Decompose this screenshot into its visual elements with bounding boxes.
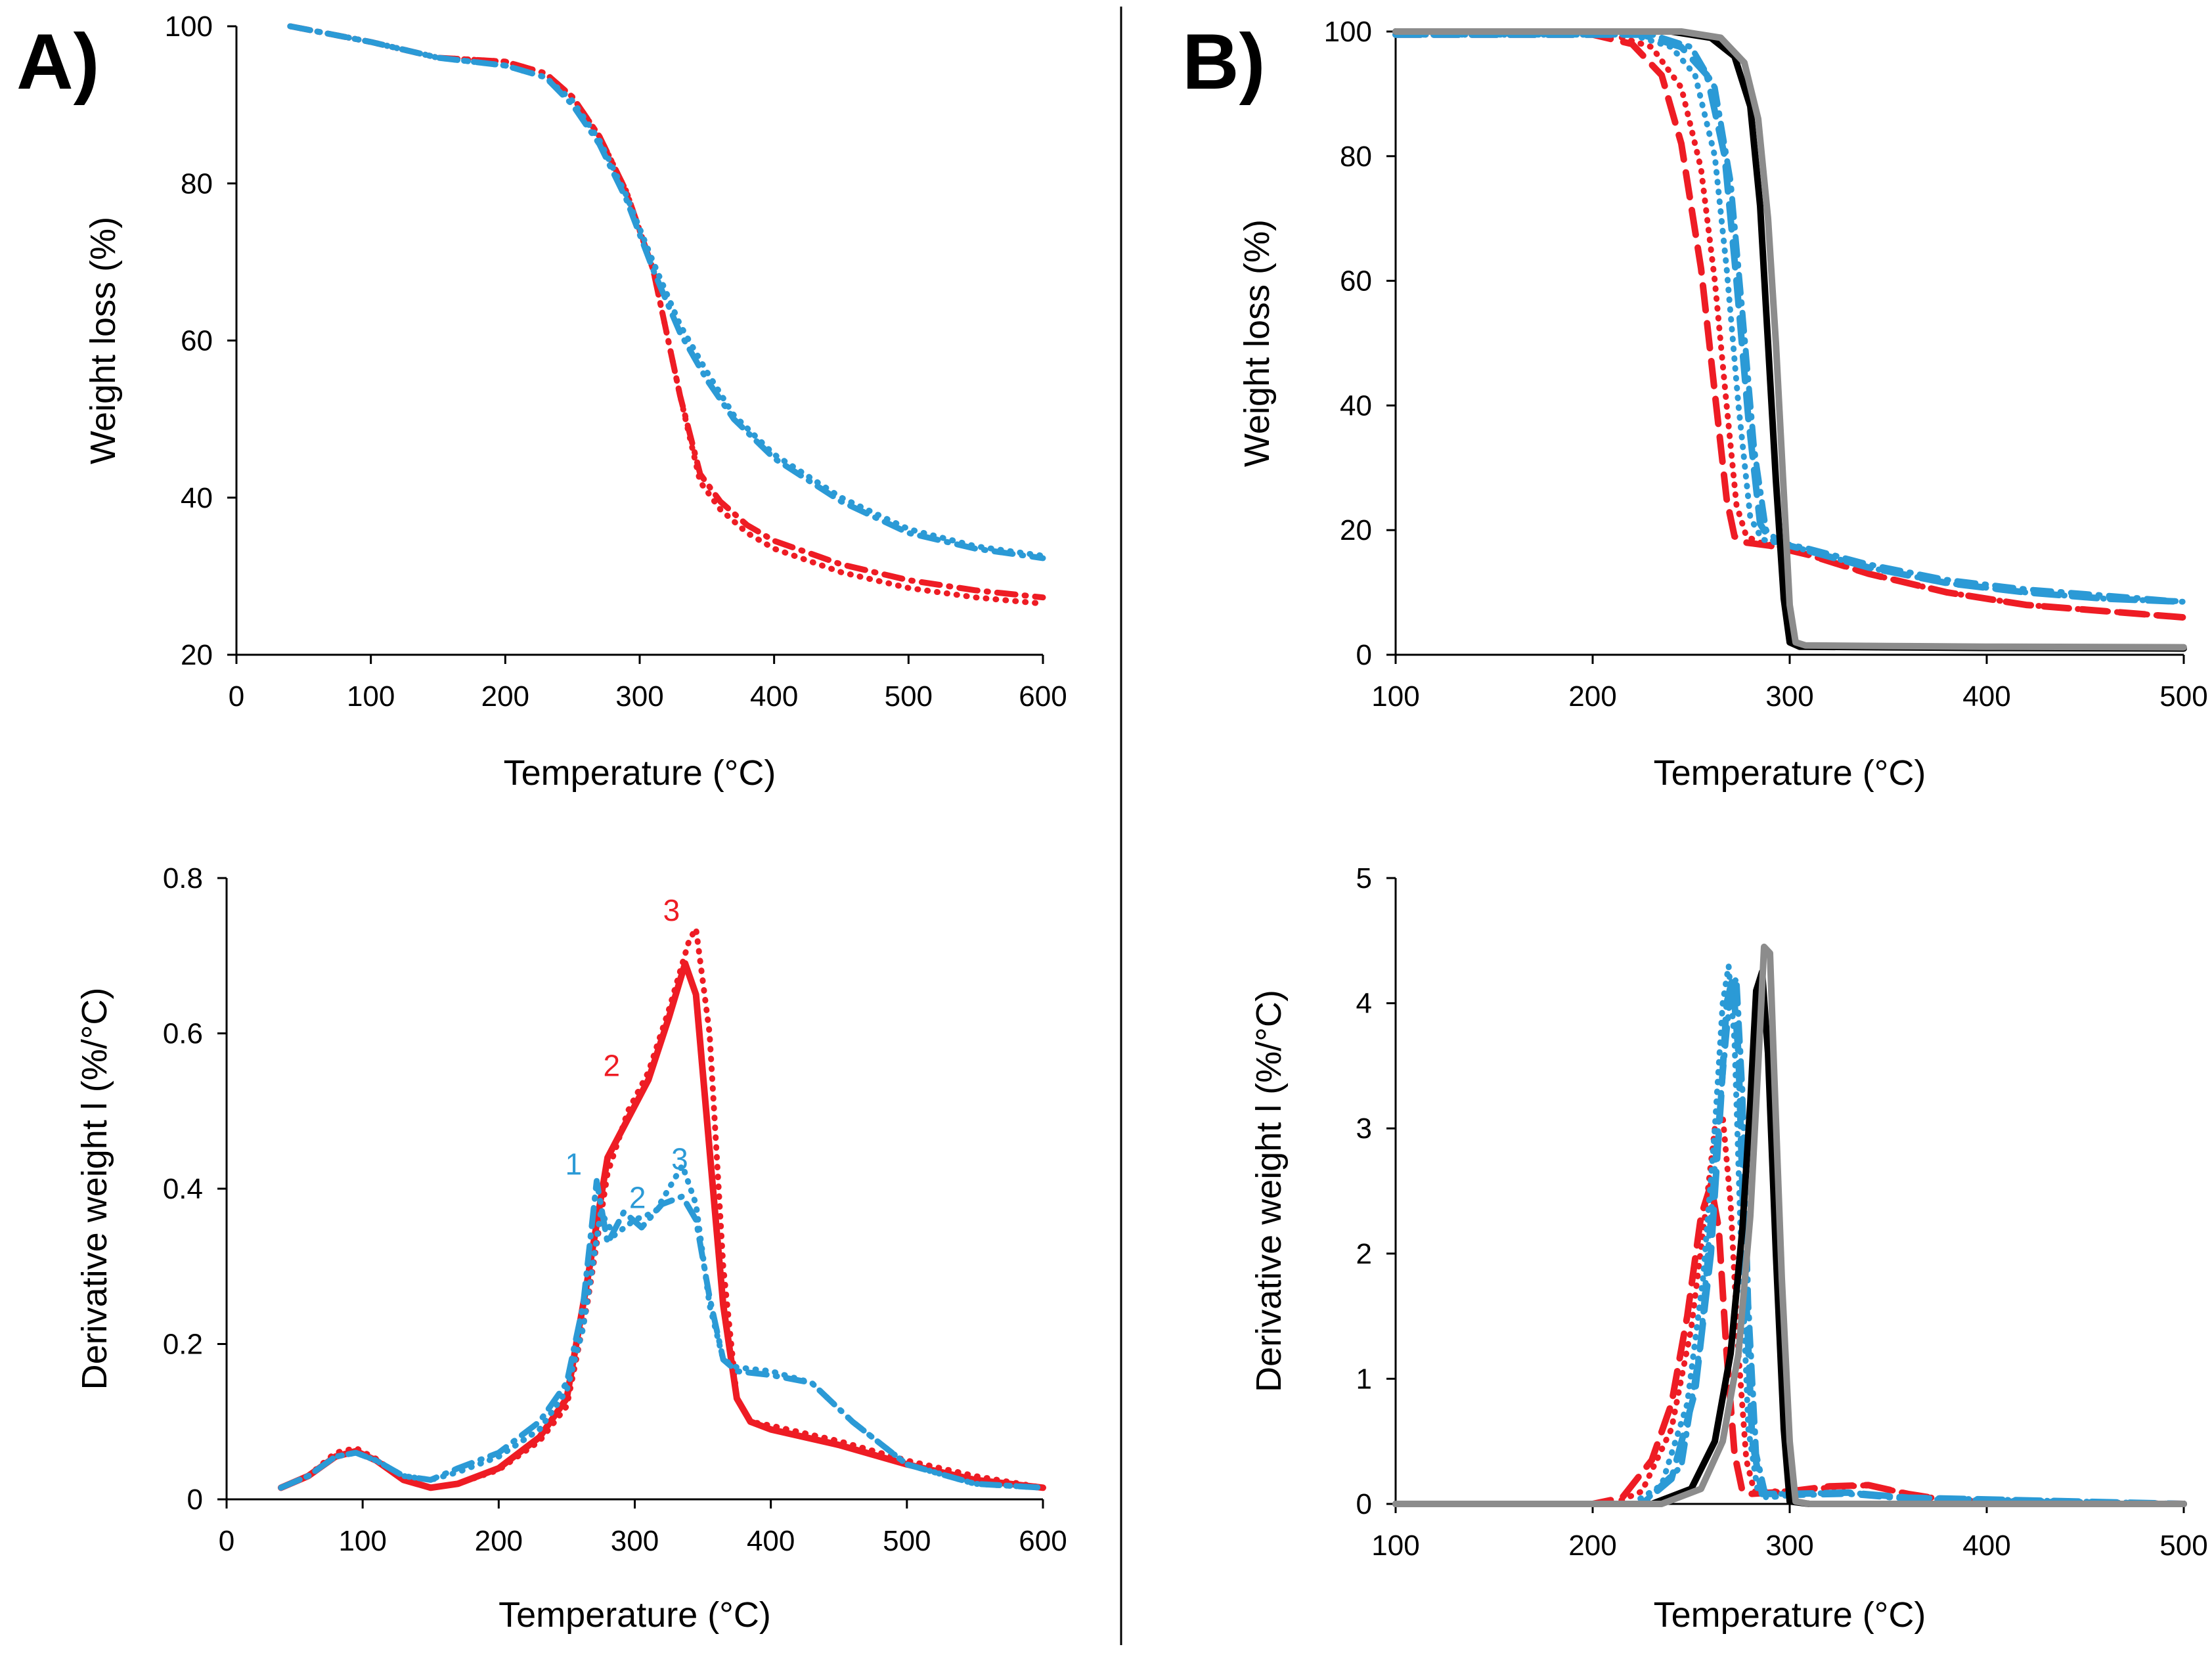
x-tick-label: 500 <box>883 1525 931 1557</box>
y-tick-label: 1 <box>1356 1363 1372 1395</box>
x-tick-label: 200 <box>481 680 529 713</box>
y-tick-label: 3 <box>1356 1113 1372 1145</box>
x-tick-label: 300 <box>611 1525 659 1557</box>
x-tick-label: 300 <box>1765 680 1813 713</box>
y-tick-label: 4 <box>1356 988 1372 1020</box>
peak-annotation: 2 <box>629 1181 646 1215</box>
x-tick-label: 100 <box>1371 1530 1419 1562</box>
series-blue-dotted <box>1392 32 2187 605</box>
x-tick-label: 100 <box>347 680 395 713</box>
series-blue-dash-dot <box>1392 975 2187 1507</box>
x-tick-label: 0 <box>219 1525 234 1557</box>
series-blue-dotted <box>287 23 1046 559</box>
y-tick-label: 60 <box>181 325 213 357</box>
y-tick-label: 100 <box>1324 16 1372 48</box>
y-tick-label: 0.6 <box>163 1018 203 1050</box>
y-axis-label: Derivative weight l (%/°C) <box>1249 990 1289 1392</box>
series-blue-dash-dot <box>278 1178 1046 1491</box>
series-red-dash-dot <box>287 23 1046 601</box>
x-tick-label: 300 <box>1765 1530 1813 1562</box>
x-axis-label: Temperature (°C) <box>1654 1595 1926 1635</box>
x-tick-label: 500 <box>2159 1530 2207 1562</box>
x-tick-label: 400 <box>1962 1530 2010 1562</box>
y-tick-label: 20 <box>1340 514 1372 546</box>
x-tick-label: 0 <box>229 680 244 713</box>
chart-b-top-weight-loss: 100 200 300 400 500 0 20 40 60 80 100 Temperature (… <box>1237 16 2208 793</box>
y-tick-label: 0 <box>1356 1488 1372 1520</box>
series-red-dotted <box>287 23 1046 607</box>
chart-a-bottom-derivative: 0 100 200 300 400 500 600 0 0.2 0.4 0.6 0.8 Temperat… <box>75 862 1067 1635</box>
y-tick-label: 0 <box>187 1484 203 1516</box>
peak-annotation: 1 <box>565 1147 582 1181</box>
y-tick-label: 80 <box>1340 141 1372 173</box>
series-red-dotted <box>1392 32 2187 621</box>
peak-annotation: 3 <box>663 893 680 927</box>
x-tick-label: 400 <box>747 1525 795 1557</box>
chart-a-top-weight-loss: 0 100 200 300 400 500 600 20 40 60 80 100 Temperatur… <box>83 11 1067 793</box>
y-tick-label: 80 <box>181 167 213 200</box>
x-tick-label: 100 <box>338 1525 386 1557</box>
y-tick-label: 20 <box>181 639 213 671</box>
peak-annotation: 3 <box>671 1141 688 1176</box>
x-axis-label: Temperature (°C) <box>1654 753 1926 793</box>
y-tick-label: 40 <box>1340 389 1372 422</box>
series-blue-dashed <box>1392 31 2187 606</box>
y-tick-label: 0.8 <box>163 862 203 894</box>
x-axis-label: Temperature (°C) <box>498 1595 771 1635</box>
x-tick-label: 100 <box>1371 680 1419 713</box>
x-tick-label: 300 <box>615 680 663 713</box>
x-tick-label: 400 <box>1962 680 2010 713</box>
y-tick-label: 40 <box>181 482 213 514</box>
y-tick-label: 0.2 <box>163 1329 203 1361</box>
panel-a-label: A) <box>16 18 100 106</box>
x-tick-label: 200 <box>1568 1530 1616 1562</box>
y-axis-label: Derivative weight l (%/°C) <box>75 988 114 1390</box>
x-tick-label: 200 <box>475 1525 523 1557</box>
x-axis-label: Temperature (°C) <box>504 753 776 793</box>
x-tick-label: 600 <box>1019 1525 1067 1557</box>
panel-b-label: B) <box>1182 18 1266 106</box>
y-tick-label: 0.4 <box>163 1173 203 1205</box>
series-blue-dash-dot <box>1392 32 2187 605</box>
x-tick-label: 600 <box>1019 680 1067 713</box>
series-black-solid <box>1392 969 2187 1507</box>
series-blue-dotted <box>278 1162 1046 1491</box>
chart-b-bottom-derivative: 100 200 300 400 500 0 1 2 3 4 5 Temperature (°C) Der… <box>1249 862 2208 1635</box>
series-red-solid <box>277 960 1046 1491</box>
y-axis-label: Weight loss (%) <box>1237 219 1277 467</box>
y-tick-label: 2 <box>1356 1238 1372 1270</box>
y-tick-label: 60 <box>1340 265 1372 298</box>
series-red-dashed <box>1392 31 2187 621</box>
x-tick-label: 500 <box>2159 680 2207 713</box>
x-tick-label: 500 <box>885 680 933 713</box>
y-tick-label: 5 <box>1356 862 1372 894</box>
x-tick-label: 400 <box>750 680 798 713</box>
x-tick-label: 200 <box>1568 680 1616 713</box>
y-tick-label: 100 <box>165 11 213 43</box>
peak-annotation: 2 <box>603 1049 620 1083</box>
series-red-dashed <box>1392 1181 2187 1507</box>
y-tick-label: 0 <box>1356 639 1372 671</box>
series-gray-solid <box>1392 943 2187 1507</box>
y-axis-label: Weight loss (%) <box>83 217 123 464</box>
series-gray-solid <box>1392 28 2187 651</box>
